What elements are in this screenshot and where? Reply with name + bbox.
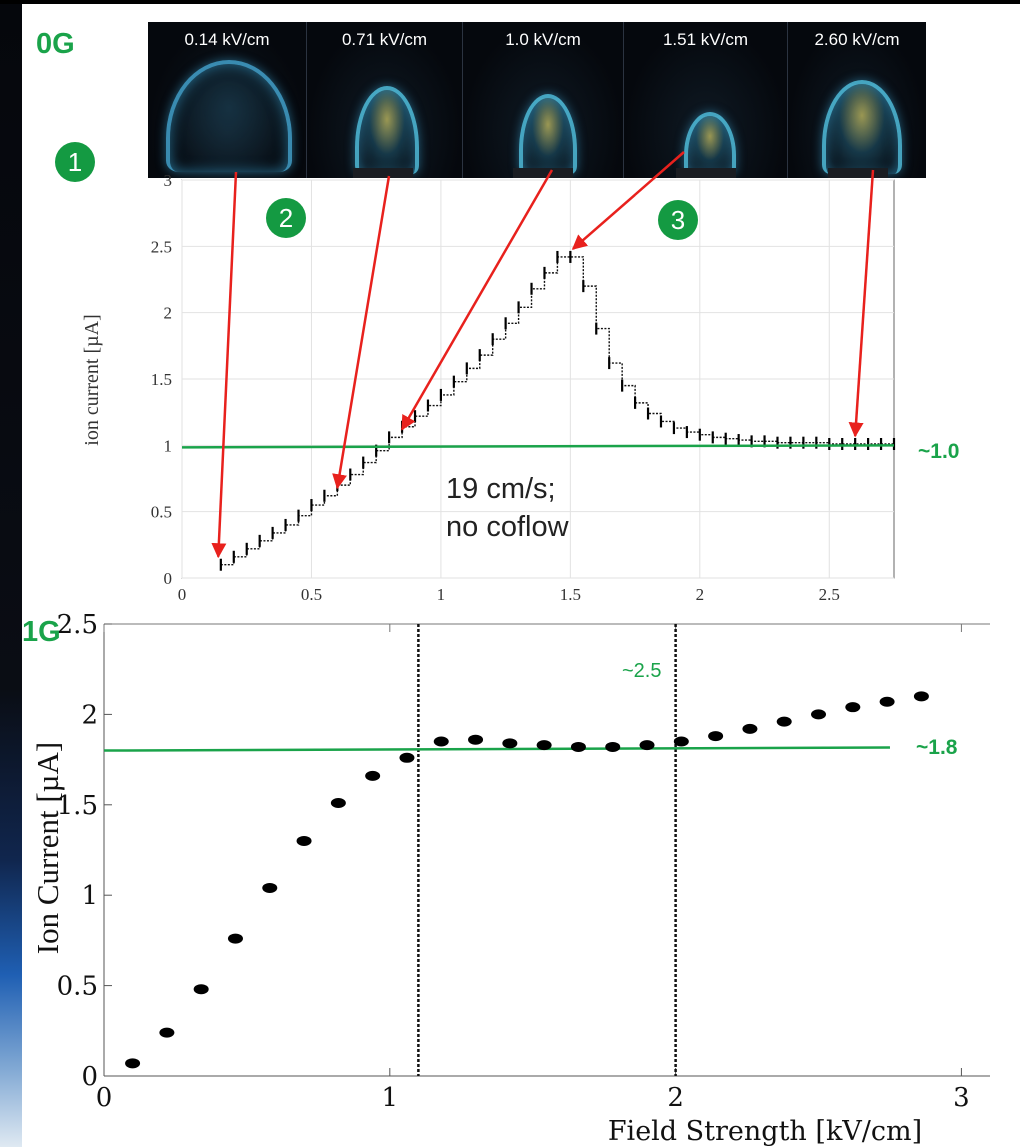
chart1-point-0: [125, 1058, 141, 1069]
chart1-x-tick-2: 2: [667, 1083, 684, 1113]
chart1-y-tick-1: 0.5: [57, 972, 98, 1002]
burner-5: [828, 168, 888, 178]
peak-marker-label: ~2.5: [622, 660, 661, 682]
chart0-reference-line: [181, 444, 895, 449]
flame-label-1: 0.14 kV/cm: [184, 30, 270, 49]
chart1-y-axis-label: Ion Current [µA]: [30, 742, 65, 954]
bottom-value-label: ~1.8: [916, 736, 958, 759]
flame-frame-2: 0.71 kV/cm: [307, 22, 463, 178]
chart1-point-14: [605, 741, 621, 752]
chart0-ticks: 0 0.5 1 1.5 2 2.5 0 0.5 1 1.5 2 2.5 3: [151, 171, 840, 604]
chart1-y-tick-5: 2.5: [57, 610, 98, 640]
zero-g-label: 0G: [36, 28, 75, 60]
one-g-ion-current-chart: 0 1 2 300.511.522.5 Field Strength [kV/cm] …: [30, 610, 990, 1147]
chart1-reference-line: [103, 746, 890, 752]
flame-label-3: 1.0 kV/cm: [505, 30, 581, 49]
chart1-x-tick-3: 3: [953, 1083, 970, 1113]
chart1-y-tick-0: 0: [81, 1062, 98, 1092]
chart1-point-16: [673, 736, 689, 747]
chart1-point-2: [193, 984, 209, 995]
circle-2-badge: 2: [266, 198, 306, 238]
circle-3-badge: 3: [658, 200, 698, 240]
chart0-x-tick-5: 2.5: [819, 585, 840, 604]
chart1-point-9: [433, 736, 449, 747]
chart1-point-1: [159, 1027, 175, 1038]
annotation-line-1: 19 cm/s;: [446, 473, 556, 505]
chart1-y-tick-3: 1.5: [57, 791, 98, 821]
chart0-x-tick-2: 1: [437, 585, 446, 604]
chart1-y-tick-2: 1: [81, 881, 98, 911]
chart1-point-19: [776, 716, 792, 727]
chart1-point-10: [468, 734, 484, 745]
chart0-y-tick-3: 1.5: [151, 370, 172, 389]
chart1-point-5: [296, 835, 312, 846]
chart0-y-tick-2: 1: [164, 436, 173, 455]
annotation-line-2: no coflow: [446, 511, 570, 543]
chart1-y-tick-4: 2: [81, 700, 98, 730]
chart1-point-13: [570, 741, 586, 752]
chart1-x-tick-1: 1: [382, 1083, 399, 1113]
chart1-point-23: [913, 691, 929, 702]
chart1-axes: [103, 623, 990, 1077]
top-value-label: ~1.0: [918, 440, 959, 463]
flame-label-2: 0.71 kV/cm: [341, 30, 428, 49]
chart0-y-tick-4: 2: [164, 304, 173, 323]
chart1-x-tick-0: 0: [96, 1083, 113, 1113]
chart0-x-tick-0: 0: [178, 585, 187, 604]
chart1-point-12: [536, 740, 552, 751]
chart0-x-tick-1: 0.5: [301, 585, 322, 604]
chart1-point-4: [262, 882, 278, 893]
flame-shape-3: [519, 94, 577, 174]
chart0-y-axis-label: ion current [µA]: [81, 314, 103, 445]
chart1-x-axis-label: Field Strength [kV/cm]: [608, 1116, 922, 1147]
chart0-arrows: [211, 151, 875, 559]
chart1-point-11: [502, 738, 518, 749]
chart1-point-21: [845, 702, 861, 713]
one-g-label: 1G: [22, 616, 61, 648]
chart1-point-22: [879, 696, 895, 707]
flame-frame-3: 1.0 kV/cm: [463, 22, 624, 178]
burner-3: [513, 168, 573, 178]
flame-frame-4: 1.51 kV/cm: [624, 22, 788, 178]
chart1-point-3: [227, 933, 243, 944]
flame-label-5: 2.60 kV/cm: [814, 30, 900, 49]
flame-frame-1: 0.14 kV/cm: [148, 22, 307, 178]
chart1-point-7: [365, 770, 381, 781]
chart0-y-tick-6: 3: [164, 171, 173, 190]
background-edge: [0, 0, 22, 1147]
chart0-arrow-2: [400, 169, 554, 431]
chart1-point-17: [708, 731, 724, 742]
chart0-y-tick-5: 2.5: [151, 237, 172, 256]
chart1-vertical-lines: [417, 624, 677, 1076]
chart1-point-6: [330, 797, 346, 808]
flame-shape-4: [684, 112, 736, 174]
chart0-arrow-3: [571, 151, 685, 250]
chart0-arrow-0: [211, 171, 238, 559]
top-border: [0, 0, 1020, 4]
chart1-point-20: [811, 709, 827, 720]
zero-g-ion-current-chart: 0 0.5 1 1.5 2 2.5 0 0.5 1 1.5 2 2.5 3 ion current [µ…: [81, 151, 959, 604]
chart0-arrow-4: [848, 169, 875, 438]
chart1-ticks: 0 1 2 3 0 0.5 1 1.5 2 2.5: [57, 610, 970, 1113]
chart1-point-15: [639, 740, 655, 751]
chart0-arrow-1: [332, 175, 391, 490]
flame-label-4: 1.51 kV/cm: [662, 30, 749, 49]
chart0-x-tick-4: 2: [696, 585, 705, 604]
burner-2: [353, 168, 413, 178]
flame-image-strip: 0.14 kV/cm 0.71 kV/cm 1.0 kV/cm 1.51 kV/…: [148, 22, 926, 178]
chart1-point-18: [742, 723, 758, 734]
circle-1-badge: 1: [55, 142, 95, 182]
chart0-y-tick-0: 0: [164, 569, 173, 588]
chart0-y-tick-1: 0.5: [151, 503, 172, 522]
chart1-points: [125, 691, 929, 1069]
chart0-x-tick-3: 1.5: [560, 585, 581, 604]
flame-frame-5: 2.60 kV/cm: [788, 22, 926, 178]
chart1-point-8: [399, 752, 415, 763]
burner-4: [676, 168, 736, 178]
